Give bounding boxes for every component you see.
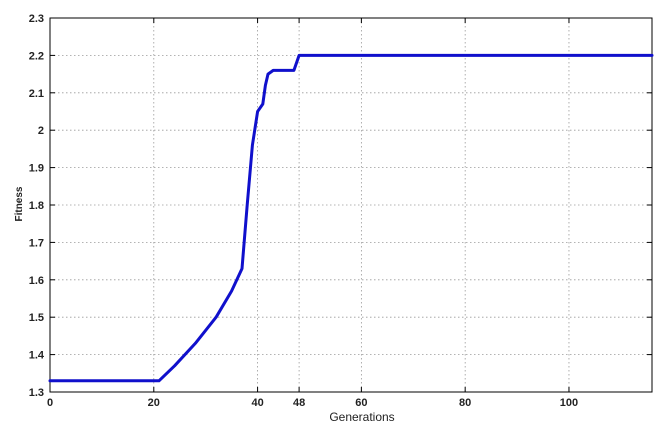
x-tick-labels: 0 20 40 48 60 80 100 — [47, 397, 578, 409]
y-tick-label: 2 — [38, 125, 44, 137]
grid-lines — [50, 18, 652, 392]
y-tick-label: 1.7 — [29, 237, 44, 249]
y-tick-label: 1.3 — [29, 387, 44, 399]
x-tick-label: 40 — [251, 397, 263, 409]
x-tick-label: 20 — [148, 397, 160, 409]
x-axis-label: Generations — [329, 410, 394, 424]
y-tick-label: 2.2 — [29, 50, 44, 62]
x-tick-label: 80 — [459, 397, 471, 409]
y-tick-label: 2.1 — [29, 88, 44, 100]
fitness-series-line — [48, 53, 654, 383]
y-tick-label: 2.3 — [29, 13, 44, 25]
y-tick-label: 1.5 — [29, 312, 44, 324]
y-tick-labels: 1.3 1.4 1.5 1.6 1.7 1.8 1.9 2 2.1 2.2 2.3 — [29, 13, 45, 399]
series-group — [48, 53, 654, 383]
x-tick-label: 0 — [47, 397, 53, 409]
x-tick-label: 48 — [293, 397, 305, 409]
y-tick-label: 1.8 — [29, 200, 44, 212]
axis-ticks — [49, 17, 652, 393]
y-tick-label: 1.4 — [29, 350, 45, 362]
y-tick-label: 1.6 — [29, 275, 44, 287]
x-tick-label: 60 — [355, 397, 367, 409]
y-axis-label: Fitness — [14, 186, 25, 221]
y-tick-label: 1.9 — [29, 163, 44, 175]
x-tick-label: 100 — [560, 397, 578, 409]
